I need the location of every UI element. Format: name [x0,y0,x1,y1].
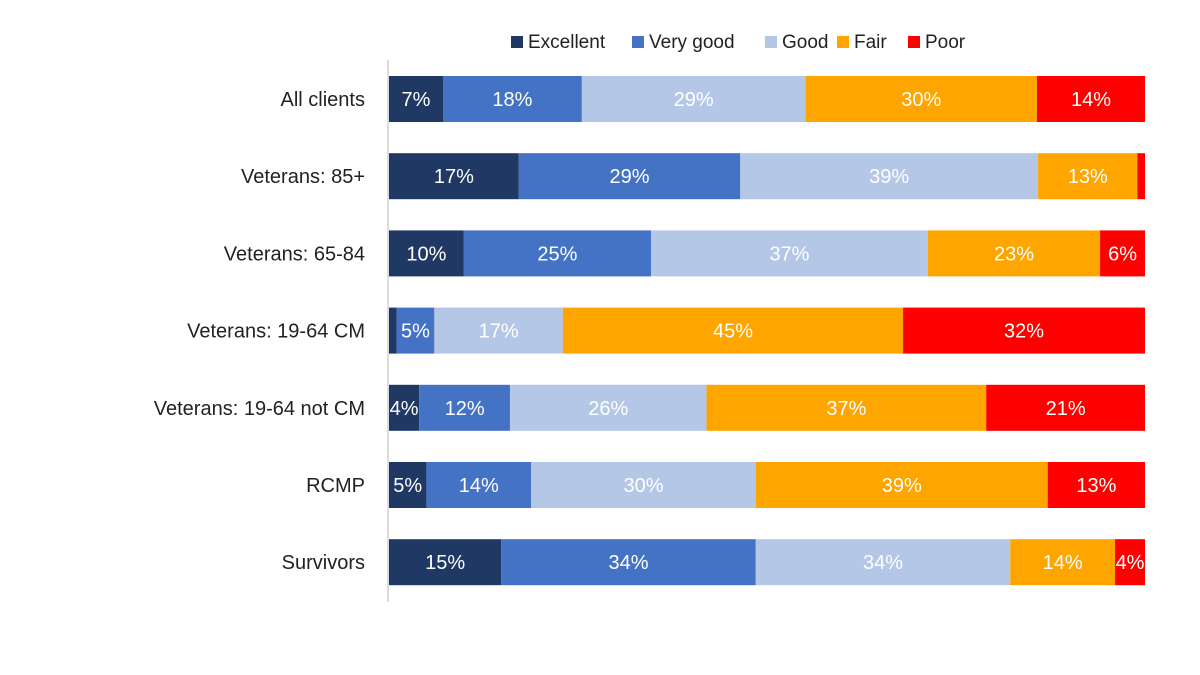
data-label: 18% [492,89,532,111]
data-label: 30% [623,475,663,497]
data-label: 13% [1076,475,1116,497]
bar-segment-poor [1047,462,1145,508]
bar-segment-very-good [443,76,582,122]
bar-segment-good [531,462,756,508]
data-label: 5% [401,321,430,343]
bar-segment-fair [755,462,1048,508]
bar-segment-very-good [396,307,435,354]
data-label: 13% [1068,166,1108,188]
bar-segment-very-good [426,462,532,508]
data-label: 45% [713,321,753,343]
data-label: 17% [479,321,519,343]
bar-segment-fair [706,384,987,431]
bar-segment-excellent [389,230,464,277]
data-label: 29% [674,89,714,111]
data-label: 34% [609,552,649,574]
data-label: 25% [537,243,577,265]
data-label: 14% [459,475,499,497]
data-label: 21% [1046,398,1086,420]
bar-segment-excellent [389,462,427,508]
data-label: 37% [769,243,809,265]
bar-segment-poor [1037,76,1145,122]
data-label: 23% [994,243,1034,265]
bar-segment-poor [1100,230,1145,277]
legend-swatch [632,36,644,48]
legend-swatch [908,36,920,48]
bar-segment-good [434,307,563,354]
data-label: 17% [434,166,474,188]
bar-segment-good [581,76,806,122]
bar-segment-poor [1137,153,1145,200]
data-label: 32% [1004,321,1044,343]
bar-segment-very-good [463,230,651,277]
data-label: 6% [1108,243,1137,265]
bar-segment-excellent [389,153,519,200]
data-label: 5% [393,475,422,497]
bar-segment-poor [986,384,1145,431]
legend-label: Excellent [528,32,606,53]
data-label: 14% [1043,552,1083,574]
bar-segment-poor [1115,539,1145,586]
legend: Excellent Very good Good Fair Poor [511,32,966,53]
bar-segment-fair [1010,539,1116,586]
category-label: All clients [281,89,365,111]
data-label: 12% [445,398,485,420]
bar-segment-excellent [389,307,397,354]
bar-segment-good [650,230,928,277]
bar-segment-fair [1038,153,1138,200]
bar-segment-poor [903,307,1145,354]
bar-segment-good [755,539,1011,586]
data-label: 15% [425,552,465,574]
data-label: 37% [826,398,866,420]
data-label: 34% [863,552,903,574]
legend-label: Poor [925,32,966,53]
bar-segment-excellent [389,76,443,122]
bar-segment-fair [805,76,1037,122]
data-label: 4% [1116,552,1145,574]
data-label: 4% [390,398,419,420]
bar-segment-fair [927,230,1101,277]
bar-segment-excellent [389,539,502,586]
bar-segment-very-good [419,384,510,431]
category-label: Veterans: 19-64 CM [187,321,365,343]
category-label: RCMP [306,475,365,497]
legend-label: Fair [854,32,887,53]
data-label: 14% [1071,89,1111,111]
legend-label: Good [782,32,828,53]
data-label: 39% [869,166,909,188]
category-label: Veterans: 19-64 not CM [154,398,365,420]
bar-segment-good [509,384,707,431]
bar-segment-very-good [518,153,741,200]
legend-label: Very good [649,32,735,53]
data-label: 39% [882,475,922,497]
bar-segment-good [740,153,1039,200]
bar-segment-excellent [389,384,420,431]
legend-swatch [765,36,777,48]
data-label: 29% [610,166,650,188]
legend-swatch [837,36,849,48]
data-label: 10% [406,243,446,265]
bar-segment-very-good [501,539,756,586]
data-label: 7% [402,89,431,111]
bars: All clients 7% 18% 29% 30% 14% Veterans: 85+ 17… [154,76,1145,586]
legend-swatch [511,36,523,48]
data-label: 26% [588,398,628,420]
category-label: Survivors [282,552,365,574]
bar-segment-fair [562,307,904,354]
category-label: Veterans: 85+ [241,166,365,188]
category-label: Veterans: 65-84 [224,243,365,265]
data-label: 30% [901,89,941,111]
